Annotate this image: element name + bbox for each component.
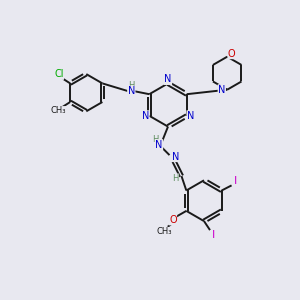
Text: CH₃: CH₃ [50,106,66,116]
Text: N: N [155,140,163,150]
Text: N: N [172,152,179,162]
Text: O: O [228,49,236,59]
Text: I: I [212,230,215,241]
Text: Cl: Cl [54,69,64,80]
Text: H: H [172,174,179,183]
Text: N: N [187,111,194,121]
Text: I: I [234,176,237,187]
Text: N: N [142,111,149,121]
Text: CH₃: CH₃ [156,227,172,236]
Text: N: N [164,74,172,85]
Text: N: N [218,85,226,95]
Text: H: H [152,135,159,144]
Text: O: O [169,215,177,225]
Text: H: H [128,81,134,90]
Text: N: N [128,86,135,96]
